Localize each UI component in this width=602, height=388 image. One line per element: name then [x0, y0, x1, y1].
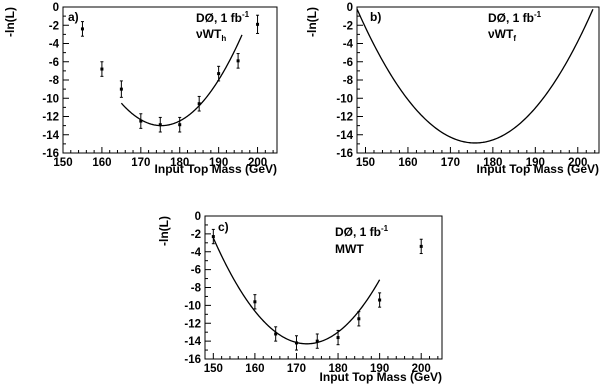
y-tick-label: -6: [191, 265, 201, 277]
panel-c-experiment: DØ, 1 fb-1: [335, 224, 389, 239]
data-point: [158, 123, 162, 127]
data-point: [274, 332, 278, 336]
y-tick-label: -8: [49, 75, 60, 87]
x-tick-label: 180: [328, 363, 347, 375]
fit-curve: [120, 34, 243, 127]
x-tick-label: 160: [398, 157, 417, 169]
panel-b-method: νWTf: [488, 27, 516, 43]
y-tick-label: -16: [42, 148, 59, 160]
data-point: [315, 339, 319, 343]
y-tick-label: -2: [49, 20, 59, 32]
panel-c-ticks: 150 160 170 180 190 200 0 -2 -4 -6 -8 -10 -12 -14 -16: [184, 211, 439, 375]
x-tick-label: 170: [441, 157, 460, 169]
data-point: [119, 87, 123, 91]
y-tick-label: 0: [195, 211, 201, 223]
panel-a-ticks: 150 160 170 180 190 200 0 -2 -4 -6 -8 -10 -12 -14 -16: [42, 2, 274, 169]
x-tick-label: 190: [209, 157, 228, 169]
y-tick-label: -4: [49, 39, 60, 51]
x-tick-label: 200: [568, 157, 587, 169]
data-point: [378, 298, 382, 302]
y-tick-label: -2: [343, 20, 353, 32]
panel-c-marks: [211, 228, 423, 351]
data-point: [253, 300, 257, 304]
y-tick-label: -2: [191, 229, 201, 241]
x-tick-label: 150: [53, 157, 72, 169]
panel-c-method: MWT: [335, 242, 364, 256]
y-tick-label: -6: [49, 57, 59, 69]
y-tick-label: -10: [184, 300, 201, 312]
panel-b-ylabel: -ln(L): [305, 7, 319, 37]
y-tick-label: -16: [184, 354, 201, 366]
y-tick-label: -6: [343, 57, 353, 69]
data-point: [80, 27, 84, 31]
fit-curve: [356, 8, 594, 144]
panel-a-label: a): [68, 10, 79, 24]
panel-b-experiment: DØ, 1 fb-1: [488, 10, 542, 25]
x-tick-label: 160: [245, 363, 264, 375]
data-point: [357, 317, 361, 321]
x-tick-label: 170: [131, 157, 150, 169]
data-point: [100, 67, 104, 71]
data-point: [197, 102, 201, 106]
panel-c-xlabel: Input Top Mass (GeV): [320, 370, 442, 384]
y-tick-label: -8: [191, 283, 202, 295]
panel-c-ylabel: -ln(L): [157, 216, 171, 246]
x-tick-label: 200: [248, 157, 267, 169]
y-tick-label: -14: [184, 336, 201, 348]
x-tick-label: 180: [170, 157, 189, 169]
panel-b-frame: [356, 6, 600, 154]
panel-a-frame: [62, 6, 278, 154]
panel-b-marks: [356, 8, 594, 144]
panel-b: 150 160 170 180 190 2000-2-4-6-8-10-12-14-16 …: [305, 2, 600, 176]
data-point: [178, 123, 182, 127]
y-tick-label: 0: [53, 2, 59, 14]
x-tick-label: 150: [356, 157, 375, 169]
y-tick-label: -14: [42, 130, 59, 142]
x-tick-label: 160: [92, 157, 111, 169]
data-point: [256, 22, 260, 26]
data-point: [217, 72, 221, 76]
y-tick-label: -4: [343, 39, 354, 51]
x-tick-label: 150: [204, 363, 223, 375]
y-tick-label: -12: [184, 318, 201, 330]
panel-b-ticks: 150 160 170 180 190 200 0 -2 -4 -6 -8 -10 -12 -14 -16: [336, 2, 596, 169]
panel-a: 150 160 170 180 190 2000-2-4-6-8-10-12-14-16 …: [3, 2, 278, 176]
panel-c: 150 160 170 180 190 2000-2-4-6-8-10-12-14-16 …: [157, 211, 443, 384]
panel-b-xlabel: Input Top Mass (GeV): [477, 162, 599, 176]
y-tick-label: -10: [336, 93, 353, 105]
data-point: [294, 341, 298, 345]
x-tick-label: 190: [526, 157, 545, 169]
y-tick-label: -16: [336, 148, 353, 160]
y-tick-label: -12: [336, 112, 353, 124]
panel-c-label: c): [218, 220, 229, 234]
x-tick-label: 170: [287, 363, 306, 375]
y-tick-label: -10: [42, 93, 59, 105]
y-tick-label: -12: [42, 112, 59, 124]
x-tick-label: 180: [483, 157, 502, 169]
y-tick-label: -8: [343, 75, 354, 87]
data-point: [336, 336, 340, 340]
panel-a-marks: [80, 14, 260, 133]
x-tick-label: 190: [370, 363, 389, 375]
panel-a-xlabel: Input Top Mass (GeV): [155, 162, 277, 176]
y-tick-label: -14: [336, 130, 353, 142]
y-tick-label: 0: [347, 2, 353, 14]
panel-b-label: b): [370, 10, 381, 24]
x-tick-label: 200: [412, 363, 431, 375]
data-point: [139, 119, 143, 123]
panel-a-experiment: DØ, 1 fb-1: [196, 10, 250, 25]
data-point: [419, 244, 423, 248]
panel-c-frame: [204, 215, 443, 360]
data-point: [211, 235, 215, 239]
panel-a-ylabel: -ln(L): [3, 7, 17, 37]
y-tick-label: -4: [191, 247, 202, 259]
panel-a-method: νWTh: [196, 27, 226, 43]
data-point: [236, 59, 240, 63]
